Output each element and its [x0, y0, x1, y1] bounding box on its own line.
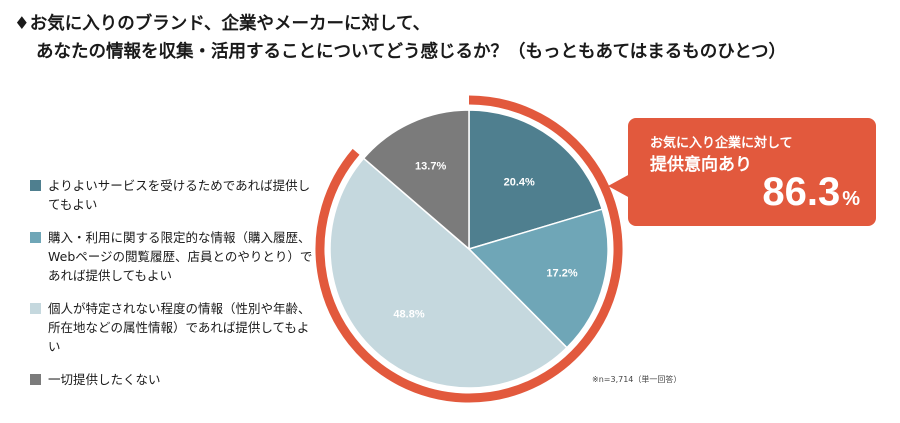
slice-label-1: 20.4%	[504, 177, 535, 189]
pie-slice-3	[329, 157, 568, 389]
legend-swatch-3	[30, 303, 41, 314]
legend-item-1: よりよいサービスを受けるためであれば提供してもよい	[30, 176, 320, 214]
legend-item-4: 一切提供したくない	[30, 370, 320, 389]
slice-label-4: 13.7%	[415, 160, 446, 172]
title-line-2: あなたの情報を収集・活用することについてどう感じるか？（もっともあてはまるものひ…	[36, 42, 787, 62]
slice-label-2: 17.2%	[546, 268, 577, 280]
legend-swatch-4	[30, 374, 41, 385]
legend-swatch-1	[30, 180, 41, 191]
legend-label-3: 個人が特定されない程度の情報（性別や年齢、所在地などの属性情報）であれば提供して…	[48, 301, 311, 354]
callout-line-1: お気に入り企業に対して	[650, 136, 793, 151]
chart-title: ♦お気に入りのブランド、企業やメーカーに対して、 あなたの情報を収集・活用するこ…	[14, 10, 894, 66]
legend-item-3: 個人が特定されない程度の情報（性別や年齢、所在地などの属性情報）であれば提供して…	[30, 299, 320, 356]
callout-unit: %	[842, 188, 860, 210]
callout-number: 86.3	[762, 170, 841, 214]
pie-slice-2	[467, 208, 609, 349]
slice-label-3: 48.8%	[393, 308, 424, 320]
sample-size-note: ※n=3,714（単一回答）	[592, 375, 682, 384]
legend: よりよいサービスを受けるためであれば提供してもよい 購入・利用に関する限定的な情…	[30, 176, 320, 403]
legend-item-2: 購入・利用に関する限定的な情報（購入履歴、Webページの閲覧履歴、店員とのやりと…	[30, 228, 320, 285]
highlight-callout: お気に入り企業に対して 提供意向あり 86.3%	[608, 118, 876, 226]
highlight-ring	[315, 95, 623, 403]
pie-slice-1	[468, 109, 604, 251]
legend-swatch-2	[30, 232, 41, 243]
legend-label-1: よりよいサービスを受けるためであれば提供してもよい	[48, 178, 311, 212]
callout-line-2: 提供意向あり	[650, 155, 752, 175]
legend-label-4: 一切提供したくない	[48, 372, 161, 387]
callout-box	[628, 118, 876, 226]
callout-pointer	[608, 174, 630, 198]
legend-label-2: 購入・利用に関する限定的な情報（購入履歴、Webページの閲覧履歴、店員とのやりと…	[48, 230, 313, 283]
pie-slice-4	[362, 109, 470, 251]
title-line-1: ♦お気に入りのブランド、企業やメーカーに対して、	[14, 14, 431, 34]
callout-value: 86.3%	[762, 170, 860, 215]
